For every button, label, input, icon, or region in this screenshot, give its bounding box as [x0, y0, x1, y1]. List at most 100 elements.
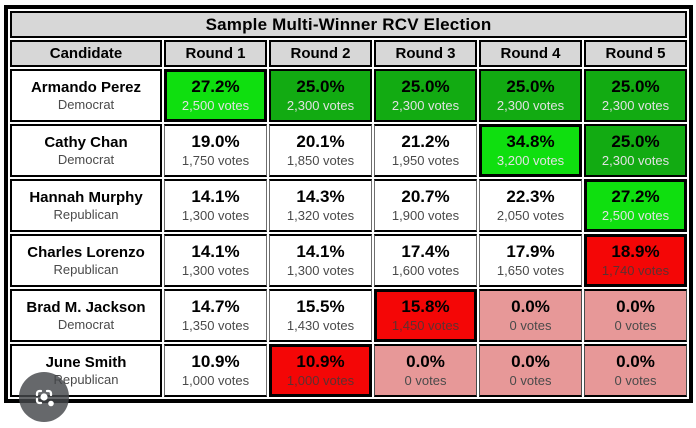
vote-percentage: 25.0% — [296, 77, 345, 97]
vote-percentage: 0.0% — [616, 297, 655, 317]
vote-count: 2,300 votes — [496, 97, 565, 113]
vote-count: 1,300 votes — [181, 262, 250, 278]
vote-count: 1,740 votes — [601, 262, 670, 278]
vote-percentage: 25.0% — [611, 77, 660, 97]
candidate-party: Democrat — [57, 317, 115, 333]
candidate-name: Brad M. Jackson — [26, 298, 146, 316]
vote-percentage: 14.7% — [191, 297, 240, 317]
vote-percentage: 10.9% — [191, 352, 240, 372]
vote-count: 1,600 votes — [391, 262, 460, 278]
vote-count: 1,300 votes — [181, 207, 250, 223]
vote-percentage: 10.9% — [296, 352, 345, 372]
round-5-cell-out: 0.0% 0 votes — [584, 344, 687, 397]
vote-percentage: 14.3% — [296, 187, 345, 207]
column-header-row: Candidate Round 1 Round 2 Round 3 Round 4 Rou… — [10, 40, 687, 67]
round-5-cell-out: 0.0% 0 votes — [584, 289, 687, 342]
vote-count: 1,650 votes — [496, 262, 565, 278]
round-1-cell-neutral: 19.0% 1,750 votes — [164, 124, 267, 177]
round-3-cell-eliminated: 15.8% 1,450 votes — [374, 289, 477, 342]
candidate-row: Hannah Murphy Republican 14.1% 1,300 votes 1… — [10, 179, 687, 232]
round-2-cell-elected: 25.0% 2,300 votes — [269, 69, 372, 122]
column-header-round-3: Round 3 — [374, 40, 477, 67]
round-4-cell-neutral: 17.9% 1,650 votes — [479, 234, 582, 287]
vote-count: 1,350 votes — [181, 317, 250, 333]
vote-percentage: 0.0% — [511, 297, 550, 317]
round-3-cell-neutral: 21.2% 1,950 votes — [374, 124, 477, 177]
column-header-candidate: Candidate — [10, 40, 162, 67]
round-1-cell-neutral: 14.1% 1,300 votes — [164, 179, 267, 232]
candidate-party: Republican — [53, 262, 119, 278]
vote-percentage: 27.2% — [611, 187, 660, 207]
vote-count: 2,050 votes — [496, 207, 565, 223]
round-4-cell-out: 0.0% 0 votes — [479, 289, 582, 342]
column-header-round-1: Round 1 — [164, 40, 267, 67]
candidate-party: Democrat — [57, 152, 115, 168]
vote-percentage: 21.2% — [401, 132, 450, 152]
round-1-cell-winner: 27.2% 2,500 votes — [164, 69, 267, 122]
candidate-party: Democrat — [57, 97, 115, 113]
candidate-row: Cathy Chan Democrat 19.0% 1,750 votes 20.1% 1… — [10, 124, 687, 177]
candidate-cell: Charles Lorenzo Republican — [10, 234, 162, 287]
candidate-name: Cathy Chan — [44, 133, 128, 151]
vote-percentage: 17.4% — [401, 242, 450, 262]
vote-count: 1,000 votes — [286, 372, 355, 388]
column-header-round-2: Round 2 — [269, 40, 372, 67]
round-2-cell-neutral: 15.5% 1,430 votes — [269, 289, 372, 342]
vote-count: 2,500 votes — [181, 97, 250, 113]
round-2-cell-neutral: 14.1% 1,300 votes — [269, 234, 372, 287]
rcv-results-table: Sample Multi-Winner RCV Election Candida… — [4, 5, 693, 403]
vote-count: 0 votes — [509, 317, 552, 333]
vote-percentage: 14.1% — [191, 242, 240, 262]
vote-percentage: 27.2% — [191, 77, 240, 97]
candidate-row: Armando Perez Democrat 27.2% 2,500 votes 25.… — [10, 69, 687, 122]
round-3-cell-out: 0.0% 0 votes — [374, 344, 477, 397]
vote-count: 1,900 votes — [391, 207, 460, 223]
round-3-cell-neutral: 20.7% 1,900 votes — [374, 179, 477, 232]
round-5-cell-eliminated: 18.9% 1,740 votes — [584, 234, 687, 287]
candidate-cell: Brad M. Jackson Democrat — [10, 289, 162, 342]
vote-count: 1,000 votes — [181, 372, 250, 388]
vote-percentage: 20.7% — [401, 187, 450, 207]
vote-count: 0 votes — [404, 372, 447, 388]
table-title: Sample Multi-Winner RCV Election — [10, 11, 687, 38]
round-4-cell-elected: 25.0% 2,300 votes — [479, 69, 582, 122]
candidate-row: June Smith Republican 10.9% 1,000 votes 10.9… — [10, 344, 687, 397]
candidate-row: Brad M. Jackson Democrat 14.7% 1,350 votes 1… — [10, 289, 687, 342]
title-row: Sample Multi-Winner RCV Election — [10, 11, 687, 38]
vote-percentage: 17.9% — [506, 242, 555, 262]
candidate-cell: Armando Perez Democrat — [10, 69, 162, 122]
vote-percentage: 34.8% — [506, 132, 555, 152]
round-1-cell-neutral: 10.9% 1,000 votes — [164, 344, 267, 397]
vote-count: 3,200 votes — [496, 152, 565, 168]
vote-count: 1,450 votes — [391, 317, 460, 333]
vote-percentage: 14.1% — [296, 242, 345, 262]
vote-percentage: 14.1% — [191, 187, 240, 207]
round-3-cell-elected: 25.0% 2,300 votes — [374, 69, 477, 122]
round-5-cell-elected: 25.0% 2,300 votes — [584, 124, 687, 177]
round-1-cell-neutral: 14.7% 1,350 votes — [164, 289, 267, 342]
vote-count: 1,430 votes — [286, 317, 355, 333]
candidate-name: Hannah Murphy — [29, 188, 143, 206]
round-1-cell-neutral: 14.1% 1,300 votes — [164, 234, 267, 287]
google-lens-icon[interactable] — [19, 372, 69, 422]
round-5-cell-elected: 25.0% 2,300 votes — [584, 69, 687, 122]
vote-count: 0 votes — [509, 372, 552, 388]
vote-count: 2,300 votes — [601, 97, 670, 113]
vote-count: 2,300 votes — [391, 97, 460, 113]
candidate-cell: Cathy Chan Democrat — [10, 124, 162, 177]
vote-count: 1,950 votes — [391, 152, 460, 168]
column-header-round-5: Round 5 — [584, 40, 687, 67]
round-3-cell-neutral: 17.4% 1,600 votes — [374, 234, 477, 287]
round-2-cell-neutral: 14.3% 1,320 votes — [269, 179, 372, 232]
vote-percentage: 25.0% — [506, 77, 555, 97]
round-2-cell-eliminated: 10.9% 1,000 votes — [269, 344, 372, 397]
vote-percentage: 0.0% — [616, 352, 655, 372]
vote-percentage: 22.3% — [506, 187, 555, 207]
vote-count: 0 votes — [614, 317, 657, 333]
vote-count: 1,850 votes — [286, 152, 355, 168]
round-5-cell-winner: 27.2% 2,500 votes — [584, 179, 687, 232]
round-2-cell-neutral: 20.1% 1,850 votes — [269, 124, 372, 177]
vote-percentage: 18.9% — [611, 242, 660, 262]
vote-percentage: 15.8% — [401, 297, 450, 317]
